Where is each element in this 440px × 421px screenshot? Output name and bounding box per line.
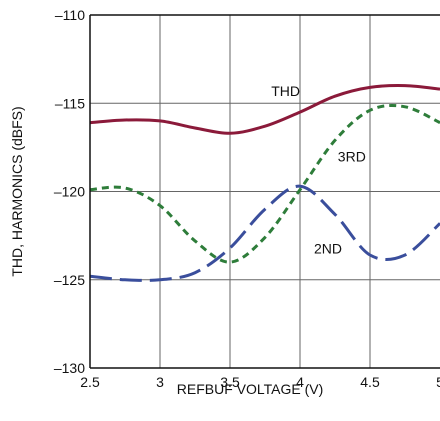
y-axis-title: THD, HARMONICS (dBFS) [9,106,25,276]
x-tick-label: 5 [436,374,440,390]
y-tick-label: –125 [54,272,85,288]
x-tick-label: 3 [156,374,164,390]
series-labels: THD 3RD 2ND [271,83,366,256]
series-label-3rd: 3RD [338,148,366,164]
y-tick-label: –115 [55,95,85,111]
y-tick-label: –120 [54,184,85,200]
series-line-thd [89,84,440,135]
x-tick-label: 3.5 [220,374,240,390]
x-axis-title: REFBUF VOLTAGE (V) [177,381,324,397]
grid-layer [90,15,440,368]
tick-labels: 2.5 3 3.5 4 4.5 5 –110 –115 –120 –125 –130 [54,7,440,390]
plot-frame [89,14,440,369]
series-line-2nd [89,184,440,282]
series-label-thd: THD [271,83,300,99]
x-tick-label: 4.5 [360,374,380,390]
x-tick-label: 2.5 [80,374,100,390]
series-label-2nd: 2ND [314,240,342,256]
y-tick-label: –110 [55,7,85,23]
series-layer [89,84,440,282]
series-line-3rd [89,104,440,264]
y-tick-label: –130 [54,360,85,376]
x-tick-label: 4 [296,374,304,390]
